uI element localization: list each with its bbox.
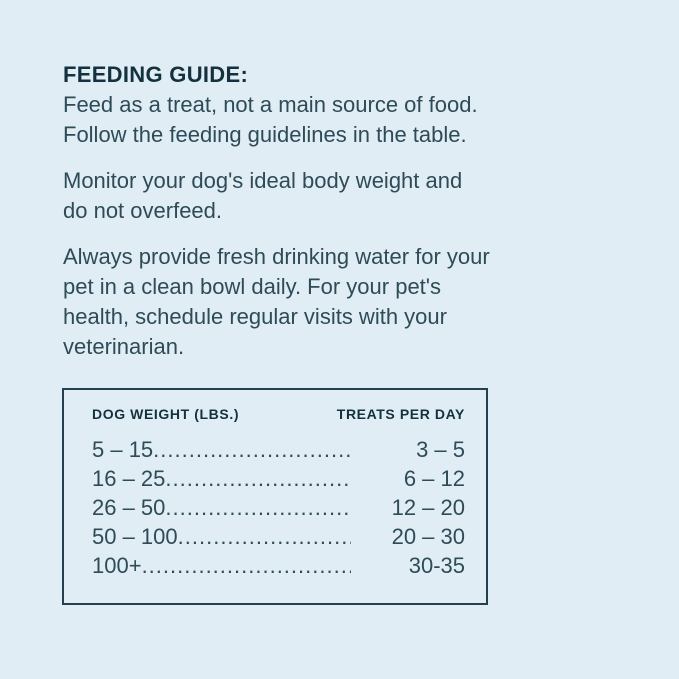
- paragraph-fresh-water: Always provide fresh drinking water for …: [63, 242, 639, 362]
- dog-weight-value: 5 – 15: [92, 437, 154, 462]
- dot-leader: ........................................…: [153, 437, 351, 462]
- feeding-guide-heading: FEEDING GUIDE:: [63, 62, 249, 87]
- paragraph-line: Feed as a treat, not a main source of fo…: [63, 92, 478, 117]
- table-row: 16 – 25 ................................…: [92, 464, 465, 493]
- feeding-guide-panel: FEEDING GUIDE: Feed as a treat, not a ma…: [62, 62, 639, 605]
- feeding-table: DOG WEIGHT (LBS.) TREATS PER DAY 5 – 15 …: [62, 388, 488, 605]
- paragraph-line: do not overfeed.: [63, 198, 223, 223]
- dog-weight-value: 16 – 25: [92, 466, 166, 491]
- table-row: 26 – 50 ................................…: [92, 493, 465, 522]
- table-row: 5 – 15 .................................…: [92, 435, 465, 464]
- dot-leader: ........................................…: [177, 524, 351, 549]
- column-header-dog-weight: DOG WEIGHT (LBS.): [92, 406, 240, 422]
- dot-leader: ........................................…: [165, 466, 351, 491]
- table-row: 50 – 100 ...............................…: [92, 522, 465, 551]
- paragraph-feed-as-treat: Feed as a treat, not a main source of fo…: [63, 90, 639, 150]
- column-header-treats-per-day: TREATS PER DAY: [336, 406, 465, 422]
- dot-leader: ........................................…: [141, 553, 351, 578]
- dog-weight-value: 100+: [92, 553, 142, 578]
- paragraph-line: health, schedule regular visits with you…: [63, 304, 447, 329]
- paragraph-line: veterinarian.: [63, 334, 185, 359]
- paragraph-line: Always provide fresh drinking water for …: [63, 244, 490, 269]
- dog-weight-value: 26 – 50: [92, 495, 166, 520]
- treats-per-day-value: 20 – 30: [391, 524, 465, 549]
- treats-per-day-value: 30-35: [408, 553, 465, 578]
- paragraph-line: pet in a clean bowl daily. For your pet'…: [63, 274, 441, 299]
- treats-per-day-value: 6 – 12: [403, 466, 465, 491]
- paragraph-line: Monitor your dog's ideal body weight and: [63, 168, 463, 193]
- dot-leader: ........................................…: [165, 495, 351, 520]
- treats-per-day-value: 12 – 20: [391, 495, 465, 520]
- table-row: 100+ ...................................…: [92, 551, 465, 580]
- feeding-table-header: DOG WEIGHT (LBS.) TREATS PER DAY: [92, 405, 465, 423]
- paragraph-monitor-weight: Monitor your dog's ideal body weight and…: [63, 166, 639, 226]
- paragraph-line: Follow the feeding guidelines in the tab…: [63, 122, 467, 147]
- dog-weight-value: 50 – 100: [92, 524, 178, 549]
- treats-per-day-value: 3 – 5: [416, 437, 465, 462]
